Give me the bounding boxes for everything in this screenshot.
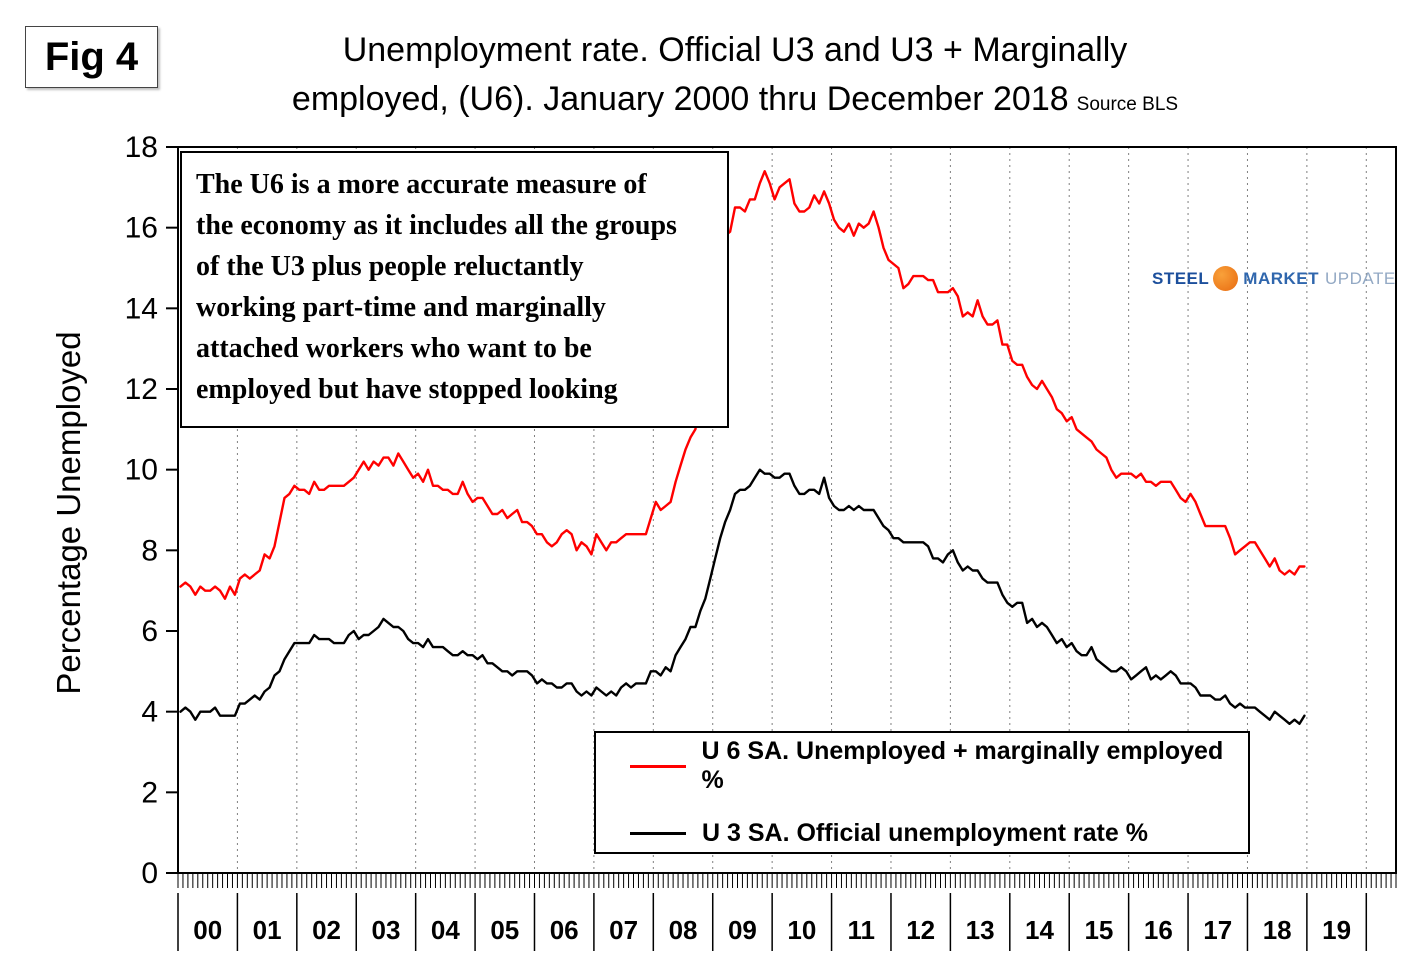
svg-text:09: 09 (728, 915, 757, 945)
title-line-2: employed, (U6). January 2000 thru Decemb… (155, 75, 1315, 129)
svg-text:01: 01 (253, 915, 282, 945)
figure-label: Fig 4 (44, 34, 139, 79)
svg-text:15: 15 (1084, 915, 1113, 945)
svg-text:05: 05 (490, 915, 519, 945)
svg-text:16: 16 (125, 212, 158, 245)
svg-text:2: 2 (141, 776, 158, 809)
steel-market-update-logo: STEEL MARKET UPDATE (1152, 266, 1396, 291)
svg-text:12: 12 (906, 915, 935, 945)
svg-text:10: 10 (125, 454, 158, 487)
svg-text:0: 0 (141, 857, 158, 890)
annotation-line: working part-time and marginally (196, 292, 606, 323)
annotation-line: attached workers who want to be (196, 333, 592, 364)
svg-text:4: 4 (141, 696, 158, 729)
logo-globe-icon (1213, 266, 1239, 291)
logo-steel-text: STEEL (1152, 268, 1210, 288)
svg-text:6: 6 (141, 615, 158, 648)
svg-text:08: 08 (669, 915, 698, 945)
svg-text:06: 06 (550, 915, 579, 945)
svg-text:18: 18 (125, 131, 158, 164)
svg-text:07: 07 (609, 915, 638, 945)
svg-text:19: 19 (1322, 915, 1351, 945)
legend-item-u6: U 6 SA. Unemployed + marginally employed… (630, 737, 1248, 795)
u6-line-sample (630, 764, 686, 768)
annotation-line: employed but have stopped looking (196, 374, 618, 405)
source-label: Source BLS (1076, 94, 1179, 115)
svg-text:04: 04 (431, 915, 460, 945)
svg-text:16: 16 (1144, 915, 1173, 945)
svg-text:14: 14 (125, 292, 158, 325)
svg-text:03: 03 (371, 915, 400, 945)
legend-label-u6: U 6 SA. Unemployed + marginally employed… (701, 737, 1224, 794)
annotation-line: the economy as it includes all the group… (196, 210, 677, 241)
u3-line-sample (630, 832, 686, 835)
annotation-line: of the U3 plus people reluctantly (196, 251, 584, 282)
figure-label-box: Fig 4 (25, 26, 158, 88)
annotation-line: The U6 is a more accurate measure of (196, 169, 647, 200)
logo-update-text: UPDATE (1325, 268, 1396, 288)
legend-label-u3: U 3 SA. Official unemployment rate % (702, 819, 1148, 847)
legend: U 6 SA. Unemployed + marginally employed… (594, 731, 1250, 854)
y-axis-title: Percentage Unemployed (50, 331, 87, 695)
svg-text:13: 13 (966, 915, 995, 945)
svg-text:8: 8 (141, 534, 158, 567)
svg-text:00: 00 (193, 915, 222, 945)
svg-text:12: 12 (125, 373, 158, 406)
svg-text:11: 11 (848, 915, 876, 945)
annotation-box: The U6 is a more accurate measure of the … (180, 151, 729, 428)
logo-market-text: MARKET (1243, 268, 1320, 288)
chart-title: Unemployment rate. Official U3 and U3 + … (155, 26, 1315, 129)
svg-text:02: 02 (312, 915, 341, 945)
svg-text:14: 14 (1025, 915, 1054, 945)
svg-text:17: 17 (1203, 915, 1232, 945)
title-line-1: Unemployment rate. Official U3 and U3 + … (342, 31, 1128, 69)
svg-text:18: 18 (1263, 915, 1292, 945)
title-line-2-text: employed, (U6). January 2000 thru Decemb… (291, 80, 1069, 118)
legend-item-u3: U 3 SA. Official unemployment rate % (630, 819, 1248, 848)
svg-text:10: 10 (787, 915, 816, 945)
